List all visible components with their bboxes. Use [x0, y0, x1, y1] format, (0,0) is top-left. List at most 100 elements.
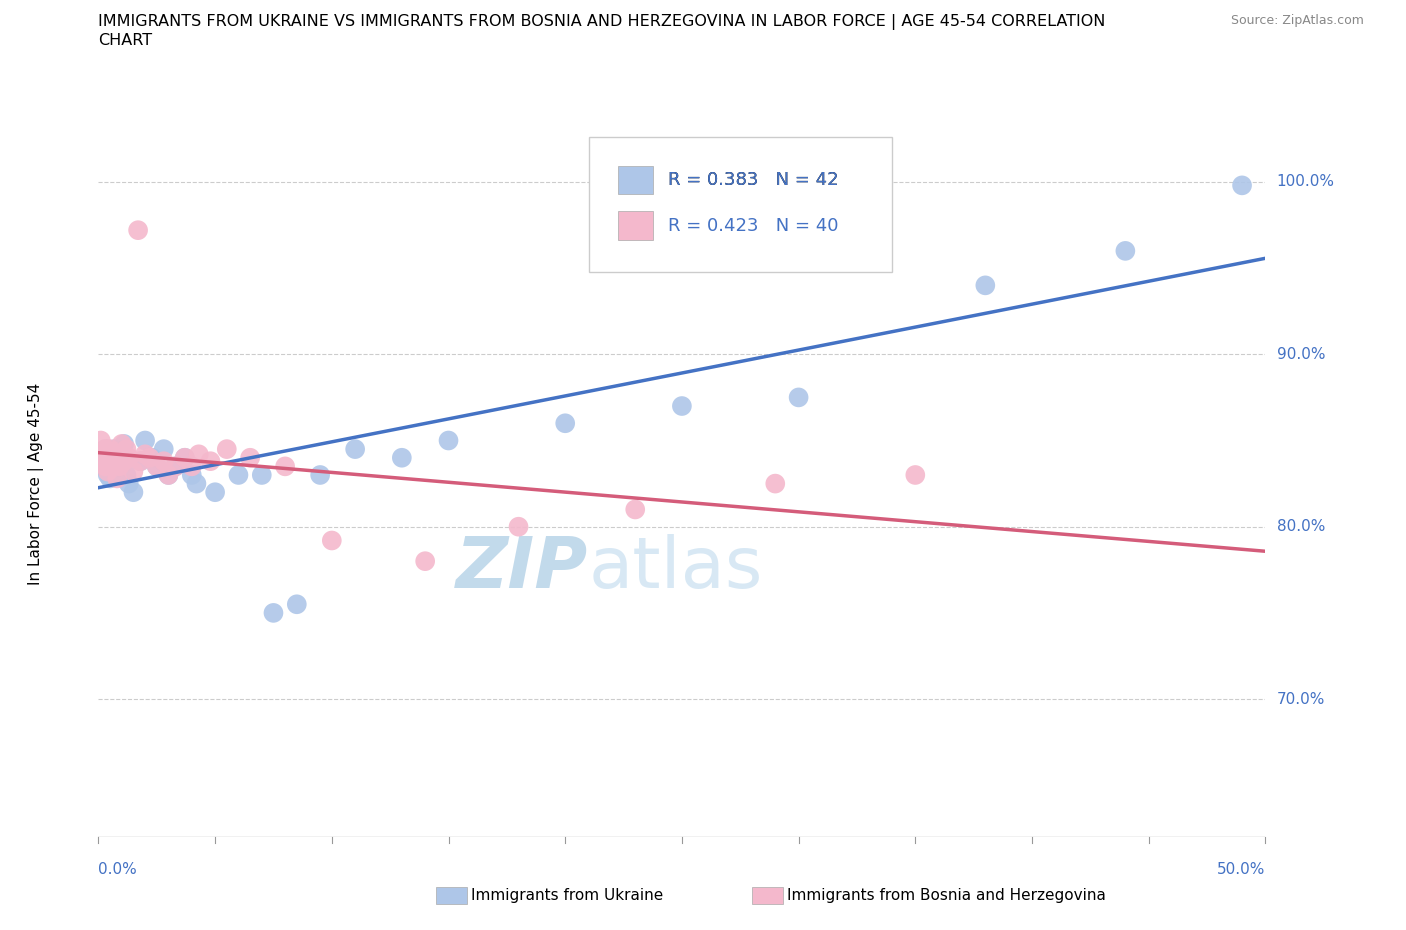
Point	[239, 450, 262, 465]
Point	[904, 468, 927, 483]
Point	[186, 476, 208, 491]
Text: ZIP: ZIP	[457, 534, 589, 603]
Point	[554, 416, 576, 431]
Point	[94, 442, 117, 457]
FancyBboxPatch shape	[589, 138, 891, 272]
Point	[1114, 244, 1136, 259]
Point	[344, 442, 367, 457]
Point	[165, 458, 187, 473]
Point	[122, 485, 145, 499]
Point	[105, 471, 128, 485]
Point	[94, 458, 117, 473]
Point	[97, 450, 120, 465]
Text: R = 0.383   N = 42: R = 0.383 N = 42	[668, 171, 838, 189]
Point	[146, 458, 169, 473]
Point	[215, 442, 238, 457]
Point	[105, 450, 128, 465]
Text: R = 0.423   N = 40: R = 0.423 N = 40	[668, 217, 838, 234]
Text: 100.0%: 100.0%	[1277, 175, 1334, 190]
Point	[115, 442, 138, 457]
Point	[101, 454, 124, 469]
Point	[1230, 178, 1253, 193]
Point	[118, 450, 141, 465]
Point	[112, 436, 135, 451]
Point	[787, 390, 810, 405]
Point	[180, 468, 202, 483]
Point	[671, 399, 693, 414]
Point	[94, 454, 117, 469]
Point	[111, 436, 134, 451]
Point	[152, 442, 174, 457]
Point	[97, 468, 120, 483]
Point	[90, 450, 112, 465]
Point	[122, 464, 145, 479]
Point	[90, 433, 112, 448]
Point	[228, 468, 250, 483]
Point	[134, 433, 156, 448]
Text: 80.0%: 80.0%	[1277, 519, 1324, 534]
Point	[157, 468, 180, 483]
Point	[321, 533, 343, 548]
Point	[91, 446, 114, 461]
Point	[309, 468, 332, 483]
Point	[204, 485, 226, 499]
Point	[108, 458, 131, 473]
Point	[187, 446, 209, 461]
Point	[250, 468, 273, 483]
Point	[413, 553, 436, 568]
Point	[146, 458, 169, 473]
Point	[118, 476, 141, 491]
Point	[98, 471, 121, 485]
Text: 90.0%: 90.0%	[1277, 347, 1324, 362]
Text: atlas: atlas	[589, 534, 763, 603]
Point	[105, 450, 128, 465]
Point	[104, 442, 127, 457]
Point	[974, 278, 997, 293]
Text: 50.0%: 50.0%	[1218, 862, 1265, 877]
Point	[112, 454, 135, 469]
Point	[139, 450, 162, 465]
Point	[98, 458, 121, 472]
Point	[157, 468, 180, 483]
Point	[98, 458, 121, 472]
Point	[91, 458, 114, 473]
Point	[437, 433, 460, 448]
Text: 0.0%: 0.0%	[98, 862, 138, 877]
Point	[104, 446, 127, 461]
Point	[624, 502, 647, 517]
Text: In Labor Force | Age 45-54: In Labor Force | Age 45-54	[28, 382, 44, 585]
Text: 70.0%: 70.0%	[1277, 692, 1324, 707]
Point	[152, 454, 174, 469]
Text: Immigrants from Ukraine: Immigrants from Ukraine	[471, 888, 664, 903]
Bar	[617, 211, 652, 240]
Point	[173, 450, 195, 465]
Point	[508, 519, 530, 534]
Point	[200, 454, 222, 469]
Point	[115, 468, 138, 483]
Text: Immigrants from Bosnia and Herzegovina: Immigrants from Bosnia and Herzegovina	[787, 888, 1107, 903]
Point	[108, 454, 131, 469]
Point	[98, 442, 121, 457]
Point	[165, 458, 187, 473]
Point	[262, 605, 284, 620]
Point	[94, 442, 117, 457]
Point	[111, 458, 134, 473]
Point	[141, 450, 163, 465]
Point	[127, 223, 149, 238]
Point	[90, 454, 112, 469]
Point	[97, 446, 120, 461]
Point	[180, 458, 202, 473]
Point	[763, 476, 786, 491]
Text: IMMIGRANTS FROM UKRAINE VS IMMIGRANTS FROM BOSNIA AND HERZEGOVINA IN LABOR FORCE: IMMIGRANTS FROM UKRAINE VS IMMIGRANTS FR…	[98, 14, 1105, 30]
Text: CHART: CHART	[98, 33, 152, 47]
Point	[101, 464, 124, 479]
Point	[173, 450, 195, 465]
Point	[391, 450, 413, 465]
Text: Source: ZipAtlas.com: Source: ZipAtlas.com	[1230, 14, 1364, 27]
Point	[129, 454, 152, 469]
Point	[134, 446, 156, 461]
Point	[274, 458, 297, 473]
Bar	[617, 166, 652, 193]
Point	[285, 597, 308, 612]
Point	[129, 454, 152, 469]
